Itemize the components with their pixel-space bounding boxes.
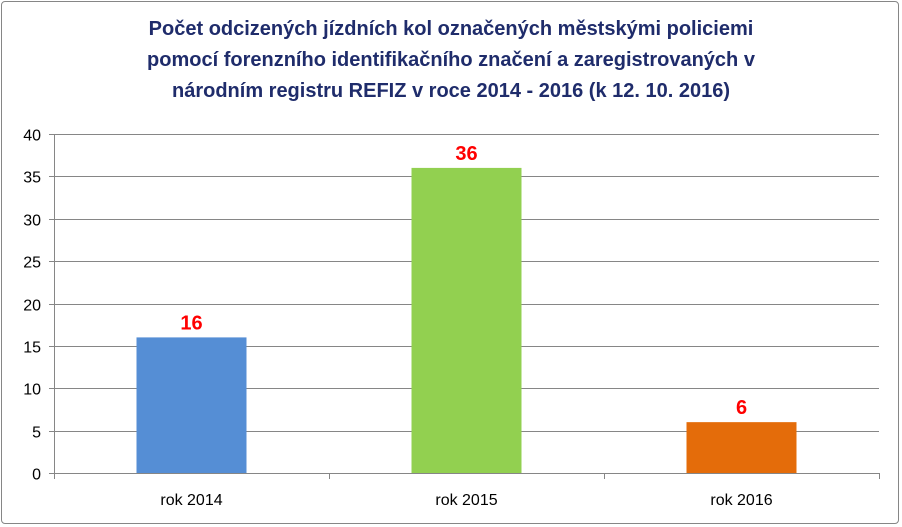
x-category-label-2: rok 2015 [435, 492, 497, 509]
y-tick-label-20: 20 [23, 298, 41, 315]
y-tick-label-5: 5 [32, 425, 41, 442]
y-tick-label-10: 10 [23, 382, 41, 399]
bar-1 [136, 337, 247, 473]
chart-title-line-2: pomocí forenzního identifikačního značen… [147, 49, 755, 71]
y-tick-label-30: 30 [23, 213, 41, 230]
data-label-2: 36 [455, 143, 477, 165]
y-tick-label-40: 40 [23, 128, 41, 145]
y-tick-label-25: 25 [23, 255, 41, 272]
x-category-label-3: rok 2016 [710, 492, 772, 509]
x-category-label-1: rok 2014 [160, 492, 222, 509]
chart-title-line-3: národním registru REFIZ v roce 2014 - 20… [171, 80, 731, 102]
chart-title: Počet odcizených jízdních kol označených… [0, 14, 902, 107]
bar-3 [686, 422, 797, 473]
bar-2 [411, 167, 522, 473]
chart-title-line-1: Počet odcizených jízdních kol označených… [148, 18, 754, 40]
y-tick-label-15: 15 [23, 340, 41, 357]
data-label-3: 6 [736, 397, 747, 419]
y-tick-label-35: 35 [23, 170, 41, 187]
data-label-1: 16 [180, 312, 202, 334]
y-tick-label-0: 0 [32, 467, 41, 484]
